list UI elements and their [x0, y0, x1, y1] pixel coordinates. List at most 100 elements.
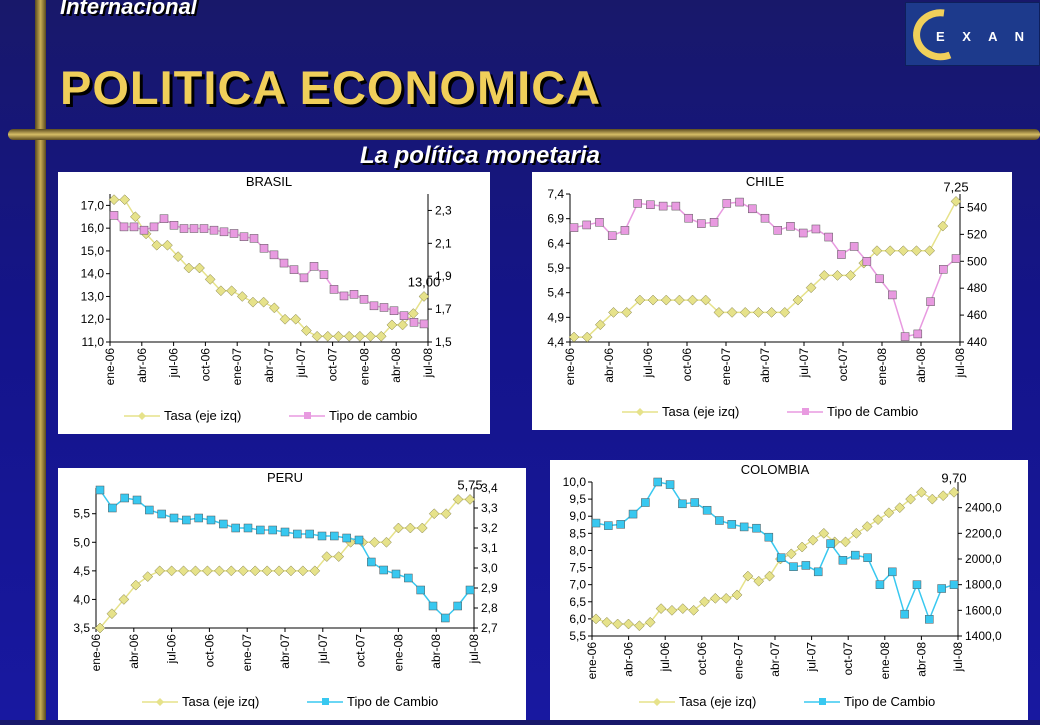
data-point	[735, 197, 744, 207]
exante-logo: E X A N T E	[905, 2, 1040, 66]
horizontal-gold-rule	[8, 129, 1040, 140]
legend-label: Tipo de Cambio	[827, 404, 918, 419]
chart-svg: CHILE 4,4 4,9 5,4 5,9 6,4 6,9 7,4 440 460 480 500 52…	[547, 174, 987, 419]
exante-logo-mark: E X A N T E	[913, 9, 1040, 61]
data-point	[776, 553, 786, 562]
legend-label: Tasa (eje izq)	[182, 694, 259, 709]
data-point	[612, 618, 624, 630]
data-point	[720, 593, 732, 604]
data-point	[948, 486, 960, 498]
right-tick-label: 2,3	[435, 203, 452, 217]
data-point	[194, 262, 205, 274]
data-point	[367, 557, 376, 567]
data-point	[453, 601, 462, 611]
data-point	[760, 213, 770, 223]
chart-svg: COLOMBIA 5,5 6,0 6,5 7,0 7,5 8,0 8,5 9,0 9,5 10,0 1…	[563, 462, 1002, 709]
data-point	[169, 513, 179, 523]
data-point	[219, 519, 228, 529]
data-point	[359, 294, 369, 304]
right-tick-label: 460	[967, 308, 987, 322]
data-point	[321, 551, 333, 562]
data-point	[440, 508, 452, 520]
left-tick-label: 5,9	[547, 261, 564, 275]
data-point	[702, 505, 712, 515]
data-point	[722, 199, 732, 208]
x-tick-label: oct-07	[841, 642, 855, 676]
data-point	[119, 194, 131, 206]
data-point	[229, 229, 239, 238]
x-tick-label: jul-06	[167, 348, 181, 379]
data-point	[658, 201, 668, 211]
right-tick-label: 2,9	[481, 581, 498, 595]
data-point	[139, 225, 149, 235]
right-tick-label: 2000,0	[965, 552, 1002, 566]
data-point	[354, 330, 366, 342]
data-point	[937, 490, 949, 502]
data-point	[280, 527, 290, 537]
data-point	[237, 565, 249, 577]
data-point	[418, 291, 430, 302]
value-annotation: 13,00	[408, 274, 441, 289]
data-point	[813, 567, 823, 577]
data-point	[172, 251, 184, 262]
data-point	[157, 509, 166, 519]
data-point	[109, 211, 119, 220]
data-point	[900, 609, 909, 619]
data-point	[845, 270, 856, 281]
left-tick-label: 5,5	[73, 507, 90, 521]
legend-label: Tipo de Cambio	[347, 694, 438, 709]
left-tick-label: 4,0	[73, 592, 90, 606]
data-point	[789, 562, 798, 571]
right-tick-label: 540	[967, 200, 987, 214]
data-point	[646, 200, 655, 210]
data-point	[731, 589, 743, 601]
value-annotation: 9,70	[941, 470, 966, 485]
right-tick-label: 3,3	[481, 501, 498, 515]
data-point	[832, 270, 843, 281]
data-point	[838, 556, 848, 565]
data-point	[214, 565, 225, 577]
data-point	[249, 565, 261, 577]
left-tick-label: 12,0	[81, 312, 105, 326]
page-subtitle: La política monetaria	[359, 142, 601, 169]
legend-marker	[322, 698, 329, 705]
x-tick-label: ene-06	[89, 634, 103, 672]
data-point	[428, 601, 438, 611]
legend-marker	[156, 698, 164, 706]
data-point	[386, 319, 398, 331]
data-point	[837, 250, 846, 259]
data-point	[801, 561, 811, 570]
left-tick-label: 8,5	[569, 526, 586, 540]
series-line	[595, 491, 955, 627]
data-point	[268, 525, 277, 535]
data-point	[911, 245, 922, 257]
legend-marker	[802, 408, 809, 415]
data-point	[786, 222, 795, 231]
data-point	[660, 294, 672, 306]
data-point	[951, 254, 961, 263]
data-point	[897, 245, 909, 257]
logo-text: E X A N T E	[936, 29, 1039, 44]
data-point	[236, 291, 248, 302]
data-point	[189, 224, 199, 233]
data-point	[851, 527, 862, 539]
left-tick-label: 5,4	[547, 286, 564, 300]
data-point	[219, 227, 229, 237]
data-point	[594, 319, 606, 331]
data-point	[688, 604, 699, 616]
data-point	[243, 523, 253, 533]
x-tick-label: jul-08	[421, 348, 435, 379]
data-point	[258, 296, 270, 308]
chart-title: COLOMBIA	[741, 462, 810, 477]
right-tick-label: 2200,0	[965, 526, 1002, 540]
data-point	[653, 477, 662, 487]
value-annotation: 5,75	[457, 477, 482, 492]
x-tick-label: ene-07	[240, 634, 254, 672]
left-tick-label: 4,5	[73, 564, 90, 578]
data-point	[883, 507, 895, 519]
data-point	[399, 311, 409, 320]
x-tick-label: ene-08	[357, 348, 371, 386]
data-point	[805, 282, 817, 294]
legend-marker	[138, 412, 146, 420]
data-point	[179, 224, 189, 233]
